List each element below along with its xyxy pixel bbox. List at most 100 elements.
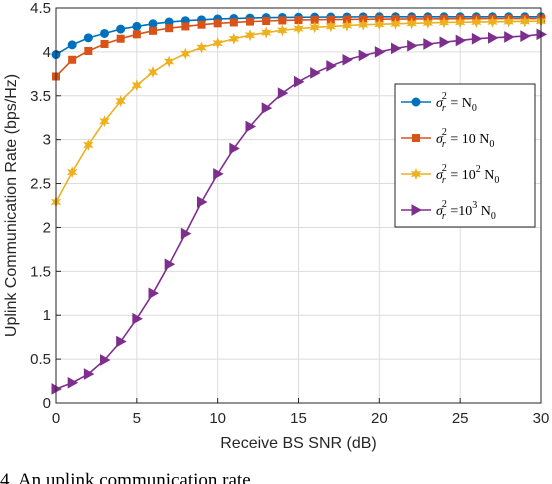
x-tick-label: 25 [452, 410, 469, 427]
legend-label: σr2 =103 N0 [436, 199, 496, 222]
series-2-point [197, 20, 206, 29]
series-4-point [132, 312, 143, 325]
series-1-point [67, 40, 77, 50]
legend-label-part: =10 [447, 204, 472, 219]
series-3-point [487, 15, 498, 28]
series-4-point [326, 60, 337, 72]
series-2-point [294, 16, 303, 25]
legend-marker [412, 134, 420, 142]
legend-entry: σr2 = 102 N0 [401, 163, 499, 186]
y-tick-label: 1 [43, 307, 51, 324]
series-2-point [229, 18, 238, 27]
series-4-point [83, 368, 95, 380]
y-tick-label: 4.5 [30, 0, 51, 17]
legend-label-part: = N [447, 96, 472, 111]
series-3-point [325, 20, 337, 33]
legend-label-part: 2 [442, 127, 447, 138]
series-4-point [294, 75, 305, 88]
series-3-point [115, 95, 126, 108]
series-4-point [277, 87, 289, 99]
x-tick-label: 5 [133, 410, 141, 427]
series-2-point [149, 26, 157, 35]
x-tick-label: 15 [290, 410, 307, 427]
series-4-point [261, 102, 273, 114]
series-3-point [471, 16, 482, 29]
series-1-point [100, 28, 109, 38]
y-tick-label: 1.5 [30, 263, 51, 280]
series-3-point [260, 26, 272, 39]
legend-label-part: 2 [442, 199, 447, 210]
series-2-point [181, 22, 190, 31]
x-tick-label: 20 [371, 410, 388, 427]
series-3-point [309, 21, 320, 34]
series-4-point [358, 49, 370, 62]
series-4-point [407, 39, 418, 52]
y-tick-label: 0 [43, 395, 51, 412]
series-2-point [84, 47, 93, 56]
series-4-point [116, 335, 127, 348]
legend-label-part: N [477, 204, 491, 219]
series-4-point [310, 67, 321, 79]
legend-label-part: 3 [472, 200, 477, 211]
series-3-point [390, 17, 401, 30]
series-2-point [278, 16, 287, 25]
series-4 [51, 28, 548, 395]
series-4-point [439, 36, 451, 49]
series-3-point [422, 16, 434, 29]
series-4-point [471, 32, 483, 45]
legend-label-part: r [442, 103, 446, 114]
series-4-point [520, 30, 531, 42]
legend-label-part: 0 [489, 139, 494, 150]
series-3-point [131, 79, 143, 92]
legend-label-part: 0 [491, 211, 496, 222]
legend-label: σr2 = 10 N0 [436, 127, 494, 150]
y-axis-title: Uplink Communication Rate (bps/Hz) [3, 74, 20, 337]
legend-label-part: σ [436, 168, 444, 183]
legend-marker [410, 167, 422, 181]
series-3-point [244, 29, 256, 42]
legend-label: σr2 = N0 [436, 91, 477, 114]
series-2-point [246, 17, 254, 26]
series-2-point [132, 30, 141, 39]
series-4-point [180, 227, 192, 240]
series-2-point [262, 16, 271, 25]
series-3-point [374, 18, 385, 31]
y-tick-label: 4 [43, 44, 51, 61]
series-3-point [519, 15, 531, 28]
legend-label-part: = 10 N [447, 132, 490, 147]
x-tick-label: 30 [533, 410, 550, 427]
series-3-point [196, 41, 207, 54]
series-3-point [357, 18, 369, 31]
legend-entry: σr2 =103 N0 [401, 199, 496, 222]
series-3-point [99, 115, 110, 128]
legend-label-part: N [481, 168, 495, 183]
x-tick-label: 0 [52, 410, 60, 427]
series-4-point [229, 142, 240, 155]
series-2-point [68, 55, 77, 64]
legend-label-part: r [442, 175, 446, 186]
series-1-point [83, 33, 93, 43]
series-3-point [277, 24, 288, 37]
series-3-point [66, 166, 78, 179]
legend-label-part: 0 [494, 175, 499, 186]
series-4-point [164, 258, 176, 271]
x-axis-title: Receive BS SNR (dB) [220, 435, 377, 452]
legend-label-part: σ [436, 204, 444, 219]
x-tick-label: 10 [209, 410, 226, 427]
legend-box [394, 83, 536, 228]
legend-label-part: 2 [476, 164, 481, 175]
series-1-point [132, 21, 142, 31]
series-3-point [147, 66, 159, 79]
y-tick-label: 2 [43, 219, 51, 236]
series-4-point [374, 46, 386, 58]
series-1-point [148, 19, 158, 29]
series-4-point [423, 38, 434, 50]
series-4-point [100, 354, 111, 366]
legend-label: σr2 = 102 N0 [436, 163, 499, 186]
series-3-point [341, 19, 353, 32]
series-4-point [245, 120, 257, 133]
series-3-point [212, 37, 223, 50]
legend-marker [411, 97, 421, 107]
series-2-point [213, 19, 222, 28]
